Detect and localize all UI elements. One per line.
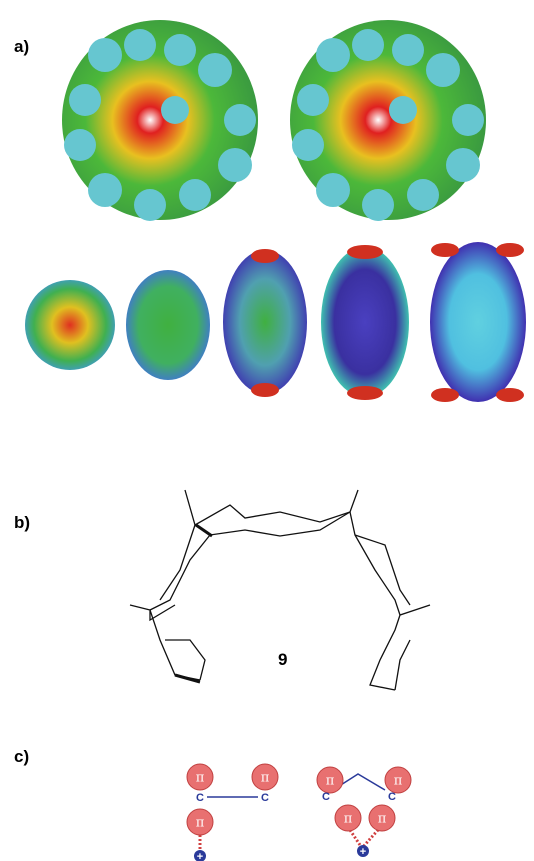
atom-label: C — [261, 792, 269, 804]
orbital-label: π — [196, 771, 205, 786]
panel-label: b) — [14, 513, 30, 532]
orbital-label: π — [394, 774, 403, 789]
orbital-label: π — [261, 771, 270, 786]
orbital-label: π — [344, 812, 353, 827]
panel-label: c) — [14, 747, 29, 766]
surface-model — [62, 20, 258, 221]
orbital-label: π — [196, 816, 205, 831]
atom-label: C — [196, 792, 204, 804]
charge: + — [197, 851, 203, 861]
compound-number: 9 — [278, 650, 287, 669]
potential-surfaces — [25, 242, 526, 402]
figure: a) b) — [0, 0, 534, 861]
orbital-label: π — [326, 774, 335, 789]
orbital-label: π — [378, 812, 387, 827]
panel-label: a) — [14, 37, 29, 56]
surface-model — [290, 20, 486, 221]
atom-label: C — [322, 791, 330, 803]
charge: + — [360, 846, 366, 858]
atom-label: C — [388, 791, 396, 803]
